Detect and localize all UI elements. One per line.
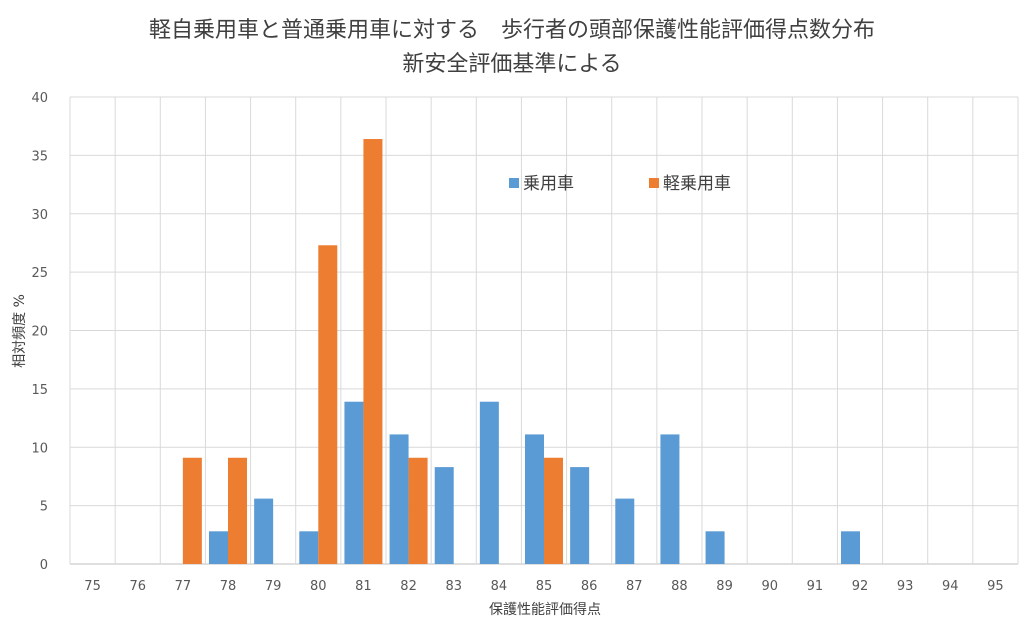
x-tick-label: 87 [626, 579, 643, 594]
bar-series1 [479, 401, 499, 564]
bar-series1 [209, 531, 228, 564]
bar-series2 [363, 139, 383, 564]
x-tick-label: 90 [761, 579, 778, 594]
x-tick-label: 84 [491, 579, 508, 594]
bar-series1 [344, 401, 364, 564]
x-tick-label: 95 [987, 579, 1004, 594]
y-axis-label: 相対頻度 % [12, 294, 28, 368]
y-tick-label: 15 [31, 383, 48, 398]
x-tick-label: 86 [581, 579, 598, 594]
bar-series1 [841, 531, 860, 564]
y-tick-label: 0 [40, 558, 48, 573]
x-tick-label: 94 [942, 579, 959, 594]
chart-title: 軽自乗用車と普通乗用車に対する 歩行者の頭部保護性能評価得点数分布 [148, 18, 875, 43]
chart-subtitle: 新安全評価基準による [402, 52, 622, 77]
legend: 乗用車 軽乗用車 [509, 174, 731, 194]
x-tick-label: 83 [445, 579, 462, 594]
x-tick-label: 88 [671, 579, 688, 594]
x-tick-label: 76 [129, 579, 146, 594]
bar-series1 [254, 498, 274, 564]
x-tick-label: 81 [355, 579, 372, 594]
x-tick-label: 93 [897, 579, 914, 594]
legend-swatch [509, 178, 519, 188]
bar-series2 [182, 457, 202, 564]
y-tick-label: 5 [40, 500, 48, 515]
x-tick-label: 91 [807, 579, 824, 594]
gridlines [69, 96, 1019, 565]
y-tick-label: 25 [31, 266, 48, 281]
bar-series2 [408, 457, 428, 564]
x-tick-label: 77 [175, 579, 192, 594]
x-tick-label: 92 [852, 579, 869, 594]
bars [182, 139, 860, 564]
bar-series1 [615, 498, 635, 564]
x-tick-label: 80 [310, 579, 327, 594]
bar-series2 [318, 245, 338, 564]
bar-series1 [660, 434, 680, 564]
bar-series1 [434, 467, 454, 564]
bar-series1 [389, 434, 409, 564]
bar-series1 [570, 467, 590, 564]
y-tick-label: 30 [31, 208, 48, 223]
legend-label: 乗用車 [523, 174, 574, 194]
y-tick-labels: 0 5 10 15 20 25 30 35 40 [31, 91, 48, 573]
x-tick-label: 75 [84, 579, 101, 594]
x-tick-label: 85 [536, 579, 553, 594]
bar-series2 [228, 457, 247, 564]
x-tick-label: 79 [265, 579, 282, 594]
x-tick-label: 82 [400, 579, 417, 594]
bar-series2 [544, 457, 563, 564]
legend-swatch [649, 178, 659, 188]
x-tick-labels: 75 76 77 78 79 80 81 82 83 84 85 86 87 88 89 90 91 92 93 94… [84, 579, 1003, 594]
bar-series1 [525, 434, 544, 564]
bar-series1 [299, 531, 319, 564]
x-axis-label: 保護性能評価得点 [489, 601, 601, 618]
y-tick-label: 20 [31, 325, 48, 340]
x-tick-label: 78 [220, 579, 237, 594]
y-tick-label: 35 [31, 149, 48, 164]
y-tick-label: 10 [31, 441, 48, 456]
legend-label: 軽乗用車 [663, 174, 731, 194]
x-tick-label: 89 [716, 579, 733, 594]
bar-series1 [705, 531, 725, 564]
y-tick-label: 40 [31, 91, 48, 106]
